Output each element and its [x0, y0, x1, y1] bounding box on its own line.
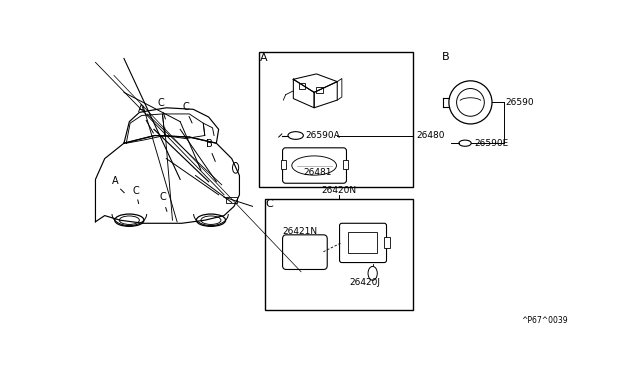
Ellipse shape: [459, 140, 471, 146]
Text: 26481: 26481: [304, 168, 332, 177]
Text: A: A: [259, 53, 267, 63]
Bar: [281, 160, 285, 169]
Bar: [299, 83, 305, 89]
Text: 26420N: 26420N: [321, 186, 356, 195]
Ellipse shape: [368, 266, 378, 280]
Text: 26480: 26480: [417, 131, 445, 140]
Text: 26590E: 26590E: [474, 139, 509, 148]
Bar: [259, 52, 413, 187]
Text: C: C: [160, 192, 166, 202]
Bar: [227, 197, 237, 203]
Text: C: C: [266, 199, 273, 209]
Ellipse shape: [196, 214, 225, 226]
FancyBboxPatch shape: [283, 148, 346, 183]
Text: C: C: [157, 98, 164, 108]
Bar: [344, 160, 348, 169]
Circle shape: [449, 81, 492, 124]
Text: C: C: [132, 186, 139, 196]
Text: 26590A: 26590A: [305, 131, 340, 140]
Text: 26590: 26590: [505, 98, 534, 107]
Bar: [384, 237, 390, 248]
Ellipse shape: [288, 132, 303, 140]
Ellipse shape: [115, 214, 144, 226]
Text: ^P67^0039: ^P67^0039: [522, 316, 568, 325]
Text: 26421N: 26421N: [283, 227, 317, 236]
Text: B: B: [206, 139, 212, 148]
Text: B: B: [442, 52, 449, 62]
FancyBboxPatch shape: [340, 223, 387, 263]
FancyBboxPatch shape: [283, 235, 327, 269]
Bar: [348, 232, 378, 253]
Text: A: A: [112, 176, 119, 186]
Text: 26420J: 26420J: [349, 278, 380, 287]
Bar: [316, 87, 323, 93]
Bar: [265, 199, 413, 310]
Text: A: A: [138, 104, 145, 114]
Text: C: C: [183, 102, 189, 112]
